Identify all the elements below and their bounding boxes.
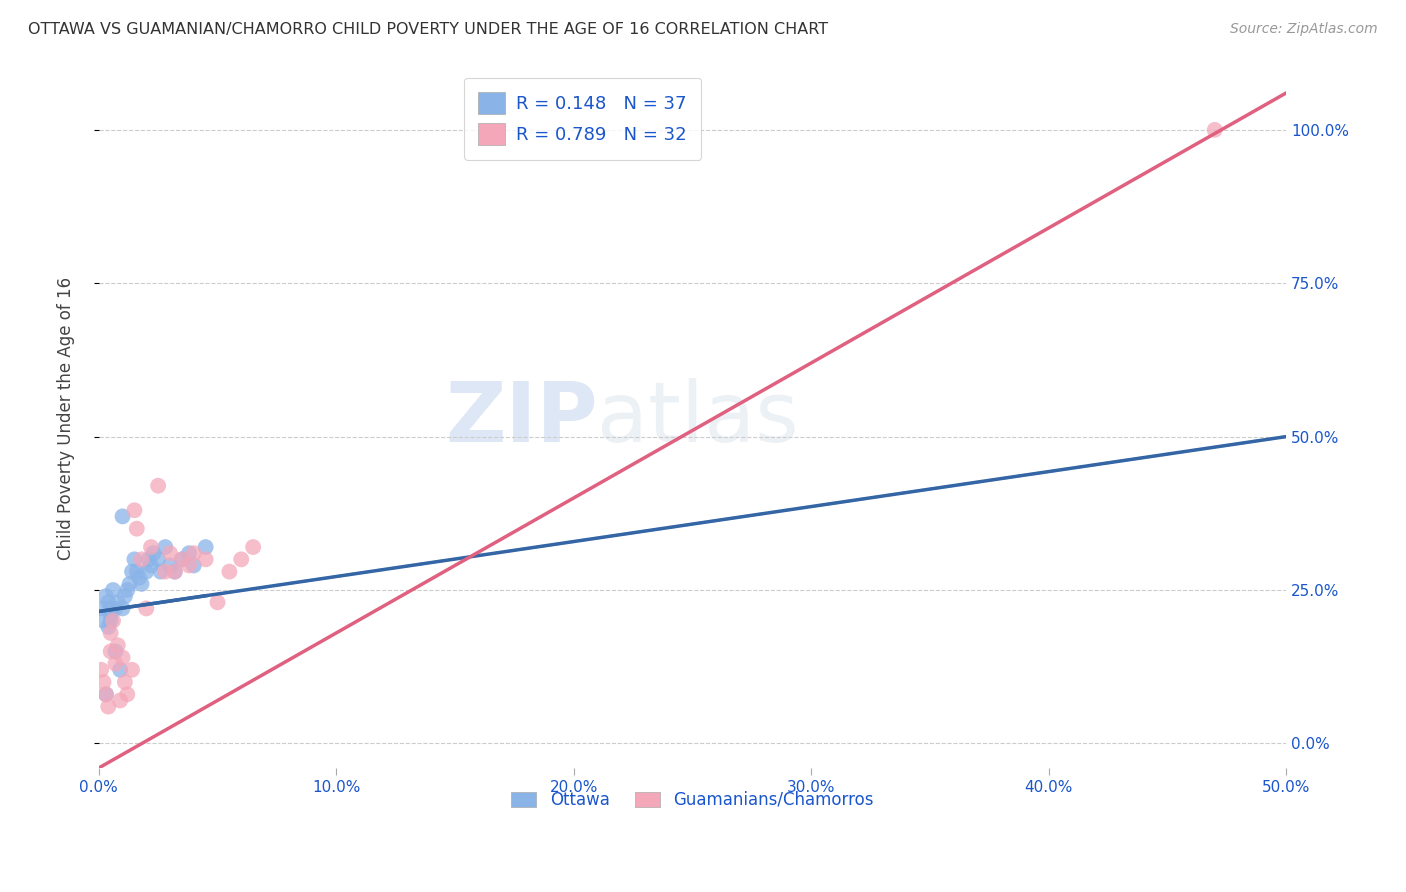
Point (104, 657, 127, 671)
Point (104, 644, 127, 658)
Point (100, 614, 122, 628)
Point (149, 565, 172, 579)
Point (135, 565, 157, 579)
Point (170, 552, 193, 566)
Point (124, 503, 146, 517)
Point (90, 663, 112, 677)
Point (117, 582, 139, 597)
Point (107, 638, 129, 652)
Point (90, 601, 112, 615)
Point (139, 540, 162, 554)
Text: OTTAWA VS GUAMANIAN/CHAMORRO CHILD POVERTY UNDER THE AGE OF 16 CORRELATION CHART: OTTAWA VS GUAMANIAN/CHAMORRO CHILD POVER… (28, 22, 828, 37)
Point (163, 565, 186, 579)
Point (125, 522, 148, 536)
Point (207, 595, 229, 609)
Point (177, 546, 200, 560)
Point (100, 601, 122, 615)
Point (135, 601, 157, 615)
Point (163, 565, 186, 579)
Point (125, 565, 148, 579)
Point (194, 552, 217, 566)
Point (97, 699, 120, 714)
Point (111, 601, 134, 615)
Point (128, 571, 150, 585)
Point (93, 675, 115, 690)
Point (142, 546, 165, 560)
Point (108, 693, 131, 707)
Point (121, 663, 143, 677)
Point (97, 595, 120, 609)
Point (131, 577, 153, 591)
Point (100, 607, 122, 622)
Point (94, 687, 117, 701)
Point (139, 558, 162, 573)
Point (183, 546, 205, 560)
Point (194, 540, 217, 554)
Point (118, 577, 141, 591)
Point (138, 552, 160, 566)
Point (146, 479, 169, 493)
Point (170, 552, 193, 566)
Point (100, 644, 122, 658)
Point (114, 675, 136, 690)
Y-axis label: Child Poverty Under the Age of 16: Child Poverty Under the Age of 16 (58, 277, 75, 560)
Point (146, 552, 169, 566)
Point (101, 614, 124, 628)
Point (1204, 123, 1226, 137)
Text: Source: ZipAtlas.com: Source: ZipAtlas.com (1230, 22, 1378, 37)
Point (111, 650, 134, 665)
Point (183, 558, 205, 573)
Point (111, 509, 134, 524)
Point (159, 558, 181, 573)
Point (97, 620, 120, 634)
Point (107, 595, 129, 609)
Point (101, 582, 124, 597)
Point (121, 565, 143, 579)
Text: atlas: atlas (598, 377, 799, 458)
Point (242, 540, 264, 554)
Point (117, 687, 139, 701)
Point (177, 558, 200, 573)
Point (231, 552, 253, 566)
Point (93, 614, 115, 628)
Point (155, 540, 177, 554)
Point (155, 565, 177, 579)
Point (124, 552, 146, 566)
Point (104, 601, 127, 615)
Point (114, 589, 136, 603)
Point (108, 663, 131, 677)
Point (94, 687, 117, 701)
Point (159, 546, 181, 560)
Text: ZIP: ZIP (444, 377, 598, 458)
Point (94, 589, 117, 603)
Legend: Ottawa, Guamanians/Chamorros: Ottawa, Guamanians/Chamorros (505, 784, 880, 815)
Point (218, 565, 240, 579)
Point (131, 552, 153, 566)
Point (100, 626, 122, 640)
